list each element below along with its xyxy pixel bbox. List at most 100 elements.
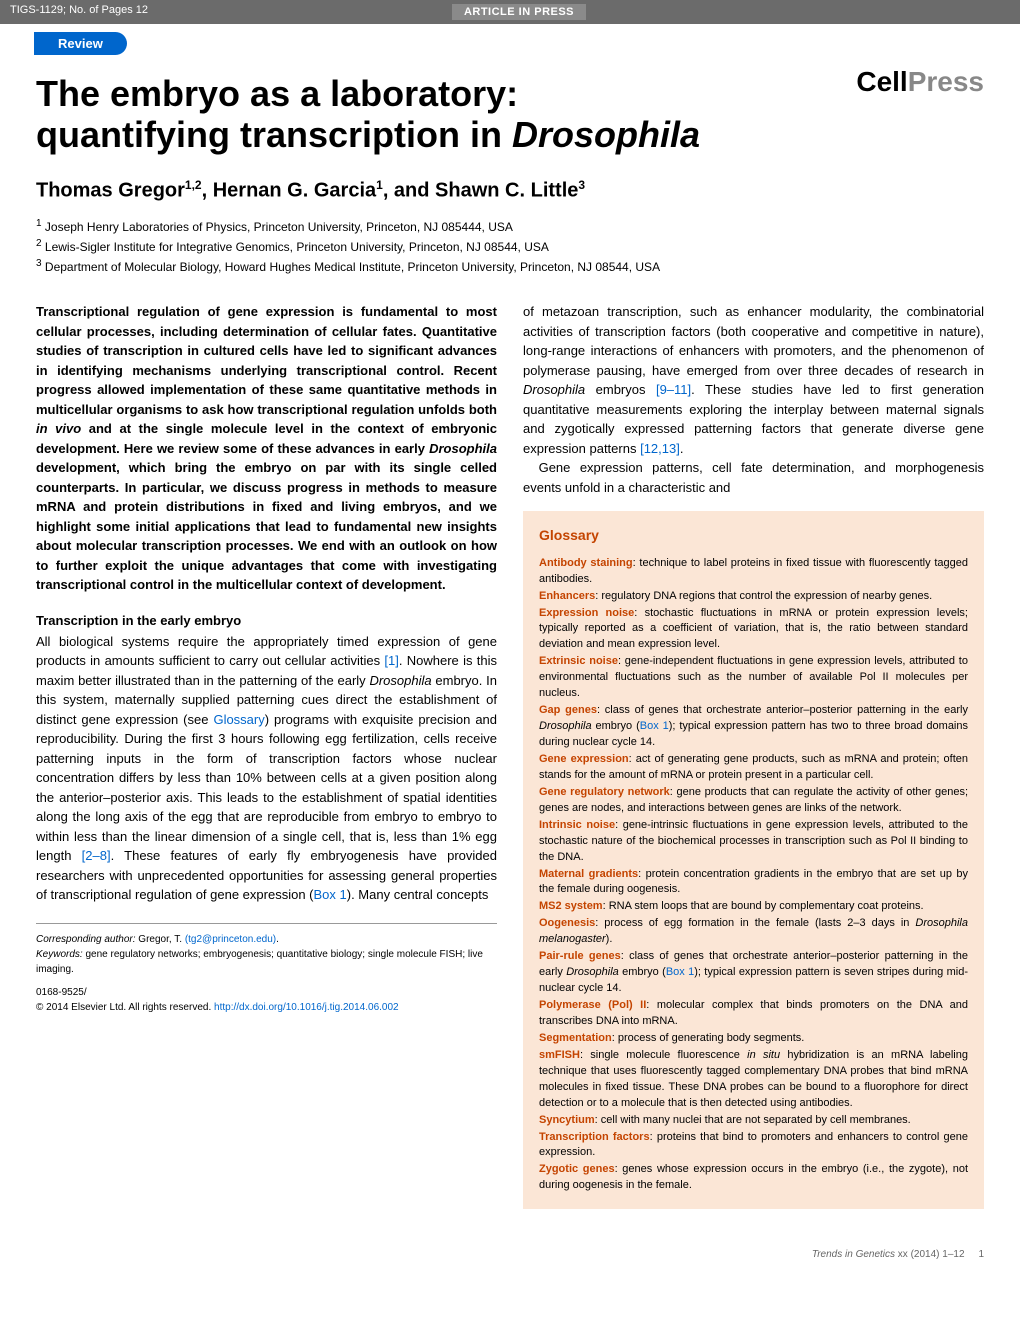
abs-b: and at the single molecule level in the … (36, 421, 497, 456)
section-heading: Transcription in the early embryo (36, 613, 497, 628)
c2-i1: Drosophila (523, 382, 585, 397)
glossary-def-italic: Drosophila (566, 966, 619, 978)
author1-sup: 1,2 (185, 178, 202, 192)
left-column: Transcriptional regulation of gene expre… (36, 302, 497, 1209)
author-sep1: , Hernan G. Garcia (202, 179, 377, 201)
author3-sup: 3 (578, 178, 585, 192)
title-line2-pre: quantifying transcription in (36, 114, 512, 155)
glossary-term: Enhancers (539, 590, 595, 602)
ref-2-8[interactable]: [2–8] (82, 848, 111, 863)
glossary-def-pre: : class of genes that orchestrate anteri… (597, 704, 968, 716)
copyright-line: © 2014 Elsevier Ltd. All rights reserved… (36, 1000, 497, 1015)
glossary-item: Gene expression: act of generating gene … (539, 752, 968, 784)
c2-d: . (680, 441, 684, 456)
glossary-item: Enhancers: regulatory DNA regions that c… (539, 589, 968, 605)
glossary-def: : cell with many nuclei that are not sep… (595, 1114, 911, 1126)
header-region: Review CellPress (0, 24, 1020, 63)
title-line2-italic: Drosophila (512, 114, 700, 155)
glossary-term: smFISH (539, 1049, 580, 1061)
s1-d: ) programs with exquisite precision and … (36, 712, 497, 864)
aff3-text: Department of Molecular Biology, Howard … (42, 260, 661, 274)
kw-label: Keywords: (36, 949, 83, 960)
glossary-term: Gene regulatory network (539, 786, 670, 798)
glossary-item: Zygotic genes: genes whose expression oc… (539, 1162, 968, 1194)
right-column: of metazoan transcription, such as enhan… (523, 302, 984, 1209)
article-in-press-banner: ARTICLE IN PRESS (452, 4, 586, 20)
content-area: The embryo as a laboratory: quantifying … (0, 63, 1020, 1239)
glossary-term: Syncytium (539, 1114, 595, 1126)
glossary-def: : regulatory DNA regions that control th… (595, 590, 932, 602)
glossary-item: Maternal gradients: protein concentratio… (539, 867, 968, 899)
glossary-term: Expression noise (539, 607, 634, 619)
glossary-term: Transcription factors (539, 1131, 650, 1143)
glossary-item: smFISH: single molecule fluorescence in … (539, 1048, 968, 1112)
corr-dot: . (276, 934, 279, 945)
glossary-term: Pair-rule genes (539, 950, 621, 962)
glossary-term: Polymerase (Pol) II (539, 999, 646, 1011)
affiliation-2: 2 Lewis-Sigler Institute for Integrative… (36, 236, 984, 256)
doi-link[interactable]: http://dx.doi.org/10.1016/j.tig.2014.06.… (214, 1002, 399, 1013)
glossary-def-link[interactable]: Box 1 (640, 720, 669, 732)
glossary-term: Maternal gradients (539, 868, 638, 880)
corr-email[interactable]: (tg2@princeton.edu) (185, 934, 276, 945)
ref-1[interactable]: [1] (384, 653, 398, 668)
glossary-item: Polymerase (Pol) II: molecular complex t… (539, 998, 968, 1030)
footer-rest: xx (2014) 1–12 (895, 1249, 965, 1260)
glossary-term: Intrinsic noise (539, 819, 615, 831)
running-head-bar: TIGS-1129; No. of Pages 12 ARTICLE IN PR… (0, 0, 1020, 24)
abs-c: development, which bring the embryo on p… (36, 460, 497, 592)
abs-a: Transcriptional regulation of gene expre… (36, 304, 497, 417)
c2-b: embryos (585, 382, 656, 397)
affiliation-1: 1 Joseph Henry Laboratories of Physics, … (36, 216, 984, 236)
publisher-logo: CellPress (856, 66, 984, 98)
abstract: Transcriptional regulation of gene expre… (36, 302, 497, 595)
s1-f: ). Many central concepts (347, 887, 489, 902)
glossary-item: Extrinsic noise: gene-independent fluctu… (539, 654, 968, 702)
glossary-term: Gap genes (539, 704, 597, 716)
glossary-def-italic: in situ (747, 1049, 780, 1061)
glossary-item: Expression noise: stochastic fluctuation… (539, 606, 968, 654)
glossary-box: Glossary Antibody staining: technique to… (523, 511, 984, 1209)
glossary-item: Intrinsic noise: gene-intrinsic fluctuat… (539, 818, 968, 866)
glossary-item: Syncytium: cell with many nuclei that ar… (539, 1113, 968, 1129)
ref-9-11[interactable]: [9–11] (656, 382, 691, 397)
glossary-item: Segmentation: process of generating body… (539, 1031, 968, 1047)
abs-i2: Drosophila (429, 441, 497, 456)
aff2-text: Lewis-Sigler Institute for Integrative G… (42, 240, 549, 254)
author2-sup: 1 (376, 178, 383, 192)
affiliations: 1 Joseph Henry Laboratories of Physics, … (36, 216, 984, 276)
glossary-def-link[interactable]: Box 1 (666, 966, 694, 978)
glossary-term: MS2 system (539, 900, 603, 912)
glossary-def-post: ). (606, 933, 613, 945)
glossary-item: MS2 system: RNA stem loops that are boun… (539, 899, 968, 915)
glossary-def-mid: embryo ( (619, 966, 666, 978)
article-title: The embryo as a laboratory: quantifying … (36, 73, 984, 156)
glossary-item: Gene regulatory network: gene products t… (539, 785, 968, 817)
glossary-def-pre: : single molecule fluorescence (580, 1049, 747, 1061)
running-head-left: TIGS-1129; No. of Pages 12 (10, 4, 148, 20)
page-number: 1 (978, 1249, 984, 1260)
glossary-item: Pair-rule genes: class of genes that orc… (539, 949, 968, 997)
affiliation-3: 3 Department of Molecular Biology, Howar… (36, 256, 984, 276)
footer-right: Trends in Genetics xx (2014) 1–12 1 (812, 1249, 984, 1260)
glossary-link[interactable]: Glossary (213, 712, 264, 727)
ref-12-13[interactable]: [12,13] (640, 441, 680, 456)
kw-text: gene regulatory networks; embryogenesis;… (36, 949, 483, 975)
keywords-line: Keywords: gene regulatory networks; embr… (36, 947, 497, 977)
author1: Thomas Gregor (36, 179, 185, 201)
abs-i1: in vivo (36, 421, 81, 436)
glossary-term: Gene expression (539, 753, 629, 765)
box1-link[interactable]: Box 1 (314, 887, 347, 902)
glossary-item: Antibody staining: technique to label pr… (539, 556, 968, 588)
glossary-item: Oogenesis: process of egg formation in t… (539, 916, 968, 948)
footnotes: Corresponding author: Gregor, T. (tg2@pr… (36, 923, 497, 1015)
c2-a: of metazoan transcription, such as enhan… (523, 304, 984, 378)
glossary-item: Gap genes: class of genes that orchestra… (539, 703, 968, 751)
two-column-layout: Transcriptional regulation of gene expre… (36, 302, 984, 1209)
glossary-list: Antibody staining: technique to label pr… (539, 556, 968, 1195)
review-badge: Review (34, 32, 127, 55)
title-line1: The embryo as a laboratory: (36, 73, 518, 114)
footer-journal: Trends in Genetics (812, 1249, 895, 1260)
copyright-text: © 2014 Elsevier Ltd. All rights reserved… (36, 1002, 214, 1013)
glossary-def: : process of generating body segments. (612, 1032, 805, 1044)
